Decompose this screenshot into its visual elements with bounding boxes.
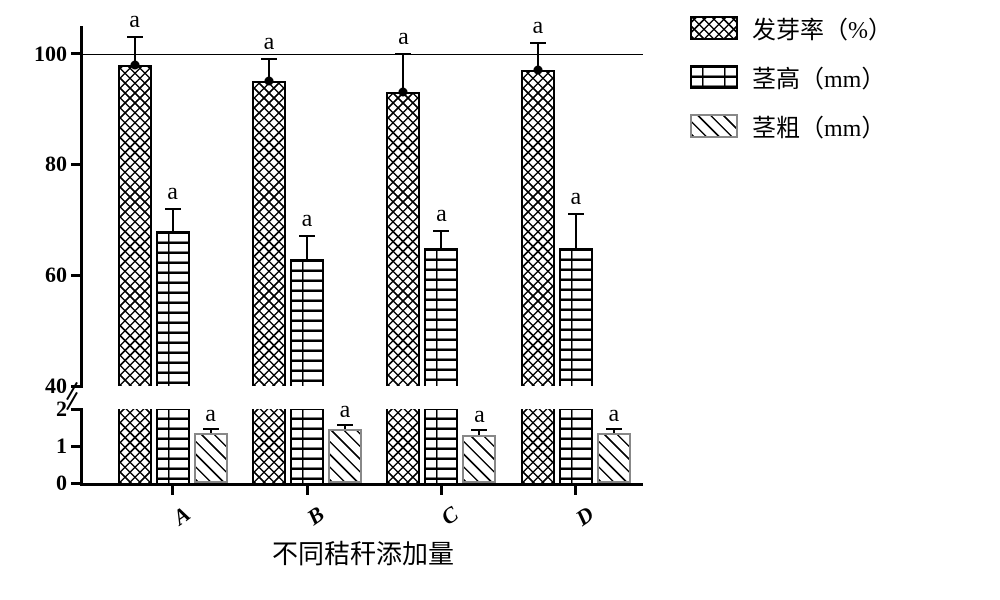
legend-item-stem-height: 茎高（mm） (690, 59, 970, 94)
bar-continuation (118, 409, 152, 483)
significance-letter: a (167, 179, 178, 206)
bar-continuation (386, 409, 420, 483)
error-bar (172, 209, 174, 231)
bar (290, 259, 324, 386)
y-tick-label: 80 (45, 151, 67, 177)
significance-letter: a (436, 201, 447, 228)
x-axis-title: 不同秸秆添加量 (272, 534, 454, 571)
error-cap (395, 53, 411, 55)
x-tick (440, 483, 443, 495)
y-tick-label: 2 (56, 396, 67, 422)
error-cap (299, 235, 315, 237)
y-tick-label: 0 (56, 470, 67, 496)
significance-letter: a (302, 206, 313, 233)
data-point-dot (265, 77, 274, 86)
significance-letter: a (398, 24, 409, 51)
y-tick (71, 408, 83, 411)
bar (156, 231, 190, 386)
legend-item-stem-diameter: 茎粗（mm） (690, 108, 970, 143)
error-bar (440, 231, 442, 248)
error-bar (306, 236, 308, 258)
y-tick (71, 52, 83, 55)
x-tick-label: C (437, 501, 464, 531)
x-tick (306, 483, 309, 495)
bar-continuation (424, 409, 458, 483)
significance-letter: a (474, 402, 485, 429)
error-cap (127, 36, 143, 38)
bar (252, 81, 286, 386)
bar-continuation (521, 409, 555, 483)
legend-item-germination: 发芽率（%） (690, 10, 970, 45)
gridline (83, 54, 643, 55)
error-cap (203, 428, 219, 430)
bar-continuation (252, 409, 286, 483)
bar (328, 429, 362, 483)
legend-label: 发芽率（%） (752, 10, 892, 45)
legend-label: 茎粗（mm） (752, 108, 885, 143)
legend-swatch (690, 114, 738, 138)
x-tick-label: B (302, 501, 329, 531)
error-cap (530, 42, 546, 44)
bar-continuation (559, 409, 593, 483)
error-cap (433, 230, 449, 232)
significance-letter: a (264, 29, 275, 56)
y-tick (71, 274, 83, 277)
y-tick-label: 100 (34, 41, 67, 67)
y-tick-label: 60 (45, 262, 67, 288)
y-tick (71, 445, 83, 448)
bar (424, 248, 458, 386)
bar (386, 92, 420, 386)
significance-letter: a (608, 401, 619, 428)
x-tick-label: A (168, 501, 195, 531)
bar (559, 248, 593, 386)
bar-continuation (290, 409, 324, 483)
y-tick-label: 1 (56, 433, 67, 459)
significance-letter: a (570, 184, 581, 211)
significance-letter: a (532, 13, 543, 40)
lower-panel: 不同秸秆添加量 012AaBaCaDa (80, 409, 643, 486)
significance-letter: a (129, 7, 140, 34)
bar-continuation (156, 409, 190, 483)
error-cap (165, 208, 181, 210)
error-bar (575, 214, 577, 247)
legend-swatch (690, 65, 738, 89)
legend-swatch (690, 16, 738, 40)
bar (597, 433, 631, 483)
data-point-dot (533, 66, 542, 75)
bar (194, 433, 228, 483)
x-tick (574, 483, 577, 495)
error-bar (402, 54, 404, 93)
data-point-dot (399, 88, 408, 97)
significance-letter: a (340, 397, 351, 424)
legend: 发芽率（%） 茎高（mm） 茎粗（mm） (690, 10, 970, 157)
y-tick (71, 163, 83, 166)
x-tick (171, 483, 174, 495)
upper-panel: 406080100aaaaaaaa (80, 26, 643, 386)
bar (521, 70, 555, 386)
bar (462, 435, 496, 483)
error-cap (606, 428, 622, 430)
x-tick-label: D (571, 501, 599, 531)
error-cap (471, 429, 487, 431)
data-point-dot (130, 60, 139, 69)
error-cap (261, 58, 277, 60)
y-tick (71, 482, 83, 485)
error-cap (568, 213, 584, 215)
chart-plot: 406080100aaaaaaaa 不同秸秆添加量 012AaBaCaDa (80, 26, 640, 486)
bar (118, 65, 152, 386)
significance-letter: a (205, 401, 216, 428)
error-cap (337, 424, 353, 426)
legend-label: 茎高（mm） (752, 59, 885, 94)
